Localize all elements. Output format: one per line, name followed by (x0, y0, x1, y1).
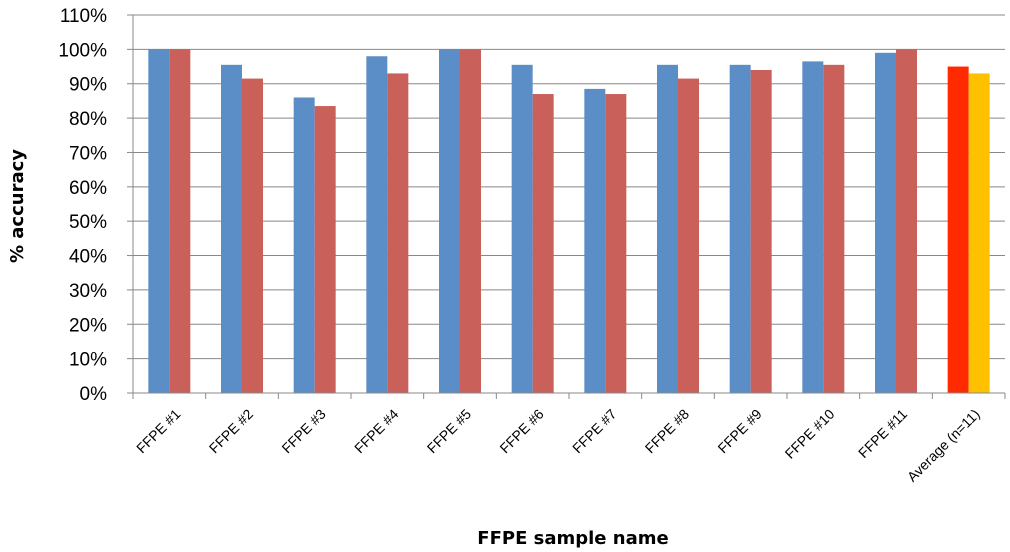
axes (127, 14, 1006, 399)
bar-series-2-4 (387, 73, 409, 393)
bar-series-1-12 (947, 66, 969, 393)
x-tick-label: FFPE #11 (855, 406, 910, 461)
x-tick-label: FFPE #9 (714, 406, 765, 457)
y-tick-label: 90% (69, 75, 107, 96)
x-tick-label: FFPE #8 (642, 406, 693, 457)
bar-series-1-2 (221, 64, 242, 393)
y-tick-label: 80% (69, 109, 107, 130)
x-axis-title: FFPE sample name (477, 528, 668, 549)
x-tick-label: FFPE #10 (782, 406, 838, 462)
bar-series-1-4 (366, 56, 388, 394)
bar-series-1-8 (657, 64, 678, 393)
bar-series-1-3 (293, 97, 315, 394)
y-tick-label: 40% (69, 247, 107, 268)
bar-series-1-5 (439, 49, 460, 393)
bar-series-2-7 (605, 94, 627, 393)
x-tick-label: FFPE #1 (133, 406, 184, 457)
bar-series-2-8 (678, 78, 699, 393)
bar-series-2-3 (314, 106, 336, 394)
gridlines (133, 14, 1005, 360)
x-tick-label: Average (n=11) (904, 406, 983, 485)
bar-series-1-10 (802, 61, 824, 394)
y-tick-label: 110% (60, 6, 107, 27)
bar-series-2-1 (169, 49, 191, 393)
bar-series-2-12 (968, 73, 990, 393)
y-axis-title: % accuracy (7, 149, 28, 263)
y-tick-label: 0% (80, 384, 108, 405)
bar-series-1-9 (729, 64, 751, 393)
y-tick-label: 100% (58, 40, 107, 61)
bar-series-1-6 (511, 64, 533, 393)
bar-series-2-5 (460, 49, 481, 393)
y-tick-label: 10% (69, 350, 107, 371)
bar-series-2-6 (532, 94, 554, 393)
bar-series-2-2 (242, 78, 263, 393)
y-tick-label: 30% (69, 281, 107, 302)
bar-series-2-9 (750, 69, 772, 394)
x-tick-labels: FFPE #1 FFPE #2 FFPE #3 FFPE #4 FFPE #5 FFPE … (133, 406, 983, 485)
x-tick-label: FFPE #4 (351, 406, 402, 457)
bars (148, 49, 990, 394)
x-tick-label: FFPE #5 (424, 406, 475, 457)
x-tick-label: FFPE #6 (496, 406, 547, 457)
y-tick-label: 20% (69, 315, 107, 336)
bar-series-1-7 (584, 88, 606, 393)
y-tick-label: 50% (69, 212, 107, 233)
bar-series-1-11 (875, 52, 896, 394)
x-tick-label: FFPE #3 (278, 406, 329, 457)
bar-series-1-1 (148, 49, 170, 393)
x-tick-label: FFPE #7 (569, 406, 620, 457)
bar-series-2-10 (823, 64, 845, 393)
y-tick-label: 60% (69, 178, 107, 199)
x-tick-label: FFPE #2 (206, 406, 257, 457)
y-tick-label: 70% (69, 143, 107, 164)
y-tick-labels: 0% 10% 20% 30% 40% 50% 60% 70% 80% 90% 100% 110% (58, 6, 107, 405)
bar-series-2-11 (896, 49, 917, 393)
